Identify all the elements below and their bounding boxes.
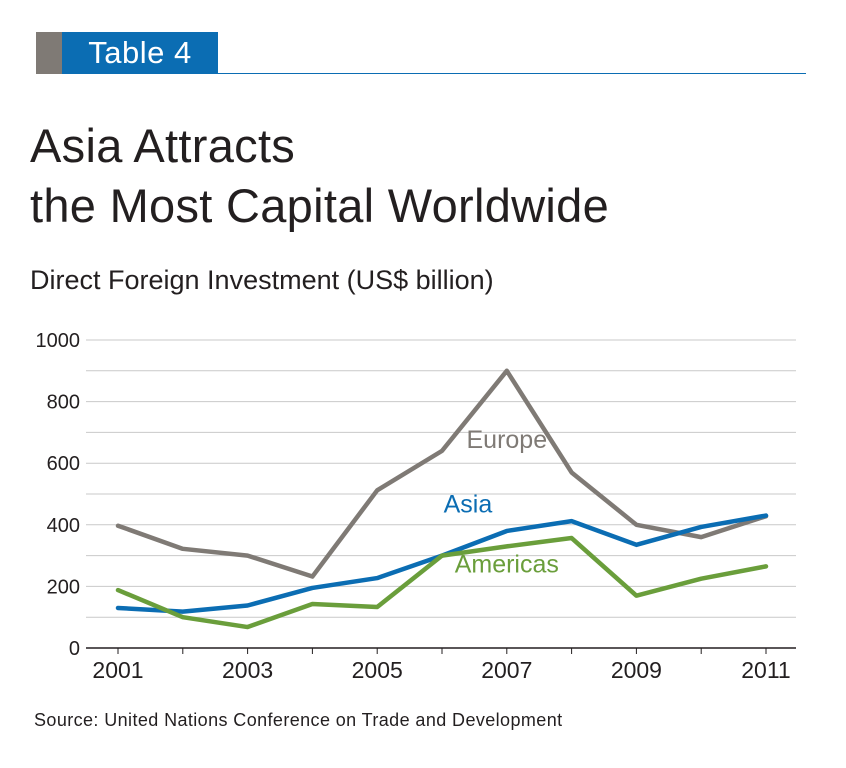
y-tick-label: 400 — [47, 515, 80, 537]
series-line-europe — [115, 368, 769, 579]
chart-subtitle: Direct Foreign Investment (US$ billion) — [30, 265, 494, 295]
y-tick-label: 600 — [47, 453, 80, 475]
chart-title: Asia Attracts the Most Capital Worldwide — [30, 116, 820, 236]
title-line-2: the Most Capital Worldwide — [30, 179, 610, 232]
x-tick-label: 2005 — [352, 657, 403, 683]
x-tick-label: 2011 — [741, 657, 790, 683]
x-tick-label: 2009 — [611, 657, 662, 683]
grid-lines — [86, 339, 796, 654]
series-label-americas: Americas — [455, 551, 559, 579]
header-rule — [218, 73, 806, 74]
x-tick-label: 2003 — [222, 657, 273, 683]
y-tick-label: 200 — [47, 576, 80, 598]
table-number-tag: Table 4 — [62, 32, 218, 74]
y-axis-tick-labels: 0 200 400 600 800 1000 — [36, 330, 81, 660]
source-note: Source: United Nations Conference on Tra… — [34, 710, 563, 730]
y-tick-label: 0 — [69, 638, 80, 660]
series-label-asia: Asia — [444, 490, 493, 518]
series-label-europe: Europe — [466, 426, 547, 454]
y-tick-label: 800 — [47, 392, 80, 414]
x-tick-label: 2001 — [92, 657, 143, 683]
series-lines — [115, 368, 769, 630]
title-line-1: Asia Attracts — [30, 119, 296, 172]
tag-side-bar — [36, 32, 62, 74]
x-tick-label: 2007 — [481, 657, 532, 683]
series-line-americas — [115, 535, 769, 630]
y-tick-label: 1000 — [36, 330, 81, 352]
x-axis-tick-labels: 2001 2003 2005 2007 2009 2011 — [92, 657, 790, 683]
series-labels: Europe Asia Americas — [444, 426, 559, 579]
